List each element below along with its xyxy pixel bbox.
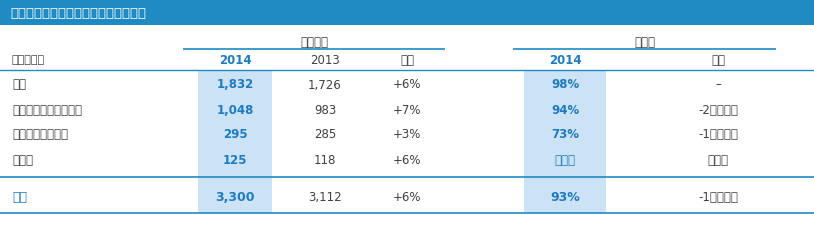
Text: 3,300: 3,300: [215, 191, 255, 204]
Text: 不適用: 不適用: [707, 153, 729, 166]
Bar: [524, 71, 606, 187]
Text: 98%: 98%: [551, 78, 579, 91]
Text: -1個百分點: -1個百分點: [698, 128, 738, 141]
Text: 1,048: 1,048: [217, 103, 254, 116]
Text: 118: 118: [314, 153, 336, 166]
Text: 1,832: 1,832: [217, 78, 254, 91]
Text: 94%: 94%: [551, 103, 579, 116]
Text: 變幅: 變幅: [711, 53, 725, 66]
Text: –: –: [715, 78, 721, 91]
Text: -1個百分點: -1個百分點: [698, 191, 738, 204]
Text: 2014: 2014: [549, 53, 581, 66]
Text: 港幣百萬元: 港幣百萬元: [12, 55, 45, 65]
Text: 983: 983: [314, 103, 336, 116]
Text: 總計: 總計: [12, 191, 27, 204]
Text: +3%: +3%: [393, 128, 421, 141]
Text: -2個百分點: -2個百分點: [698, 103, 738, 116]
Text: 租金收入: 租金收入: [300, 36, 328, 49]
Bar: [198, 71, 272, 187]
Text: 93%: 93%: [550, 191, 580, 204]
Text: +7%: +7%: [392, 103, 422, 116]
Text: 香港物業組合的租金收入及租出率分析: 香港物業組合的租金收入及租出率分析: [10, 7, 146, 20]
Text: 辦公樓及工業／辦公樓: 辦公樓及工業／辦公樓: [12, 103, 82, 116]
Text: 2014: 2014: [219, 53, 252, 66]
Bar: [198, 177, 272, 213]
Bar: [0, 0, 814, 26]
Text: 125: 125: [223, 153, 247, 166]
Text: +6%: +6%: [392, 78, 422, 91]
Text: 變幅: 變幅: [400, 53, 414, 66]
Bar: [524, 177, 606, 213]
Text: 295: 295: [223, 128, 247, 141]
Text: 停車場: 停車場: [12, 153, 33, 166]
Text: 1,726: 1,726: [309, 78, 342, 91]
Text: 285: 285: [314, 128, 336, 141]
Text: 2013: 2013: [310, 53, 340, 66]
Text: 73%: 73%: [551, 128, 579, 141]
Text: 不適用: 不適用: [554, 153, 575, 166]
Text: 住宅及服務式寓所: 住宅及服務式寓所: [12, 128, 68, 141]
Text: +6%: +6%: [392, 153, 422, 166]
Text: 3,112: 3,112: [309, 191, 342, 204]
Text: 租出率: 租出率: [634, 36, 655, 49]
Text: +6%: +6%: [392, 191, 422, 204]
Text: 商鋪: 商鋪: [12, 78, 26, 91]
